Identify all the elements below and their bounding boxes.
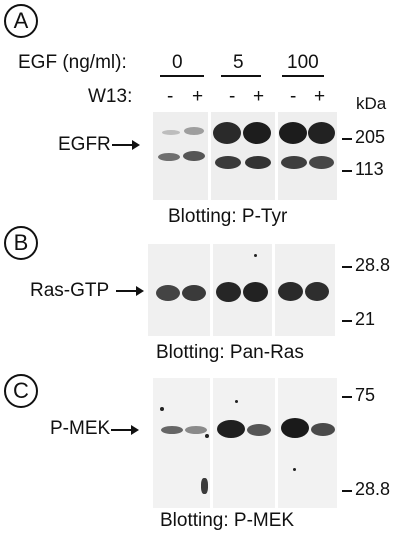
marker-21-tick [342,320,352,322]
marker-205-tick [342,138,352,140]
marker-28-8-label-c: 28.8 [355,479,390,500]
marker-75-label: 75 [355,385,375,406]
marker-113-tick [342,170,352,172]
blot-c-divider-1 [210,378,213,508]
panel-a-label: A [4,4,38,38]
marker-21-label: 21 [355,309,375,330]
panel-b-label: B [4,226,38,260]
w13-sign-1: - [167,86,173,108]
marker-205-label: 205 [355,127,385,148]
w13-sign-3: - [229,86,235,108]
ras-gtp-label: Ras-GTP [30,280,109,302]
egfr-label: EGFR [58,134,111,156]
blot-c-caption: Blotting: P-MEK [160,510,294,532]
blot-a-image [153,112,337,200]
dose-0-underline [160,75,204,77]
ras-gtp-arrow-icon [116,290,138,292]
dose-0: 0 [172,52,183,74]
blot-b-divider-2 [272,244,275,336]
egfr-arrow-icon [112,144,134,146]
dose-5: 5 [233,52,244,74]
blot-a-caption: Blotting: P-Tyr [168,206,287,228]
blot-c-divider-2 [275,378,278,508]
blot-a-divider-2 [275,112,278,200]
egf-label: EGF (ng/ml): [18,52,127,74]
w13-sign-6: + [314,86,325,108]
marker-28-8-tick-c [342,490,352,492]
marker-28-8-tick-b [342,266,352,268]
w13-label: W13: [88,86,132,108]
kda-label: kDa [356,94,386,114]
marker-113-label: 113 [355,159,384,180]
p-mek-label: P-MEK [50,418,110,440]
marker-28-8-label-b: 28.8 [355,255,390,276]
dose-100-underline [282,75,324,77]
panel-c-label: C [4,374,38,408]
blot-b-divider-1 [210,244,213,336]
dose-5-underline [221,75,261,77]
p-mek-arrow-icon [111,429,133,431]
dose-100: 100 [287,52,319,74]
blot-b-image [148,244,335,336]
w13-sign-5: - [290,86,296,108]
w13-sign-4: + [253,86,264,108]
blot-c-image [153,378,337,508]
blot-a-divider-1 [208,112,211,200]
blot-b-caption: Blotting: Pan-Ras [156,342,304,364]
w13-sign-2: + [192,86,203,108]
marker-75-tick [342,396,352,398]
